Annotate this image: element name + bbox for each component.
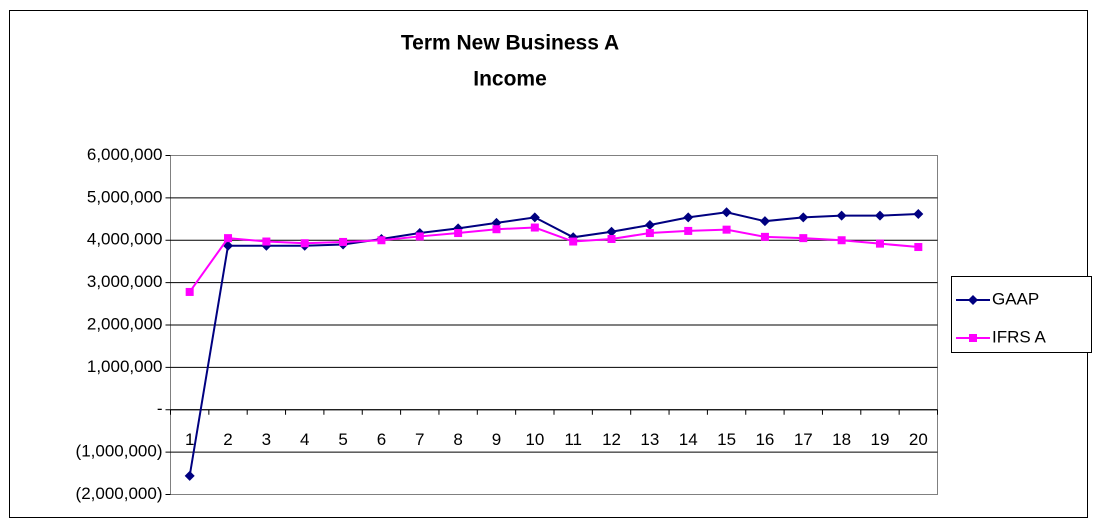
marker: [799, 234, 808, 243]
y-tick-label: 1,000,000: [87, 357, 163, 376]
x-tick-label: 2: [223, 430, 232, 449]
y-tick-label: 6,000,000: [87, 145, 163, 164]
marker: [224, 234, 233, 243]
marker: [377, 236, 386, 245]
x-tick-label: 14: [679, 430, 698, 449]
marker: [969, 334, 977, 342]
x-tick-label: 20: [909, 430, 928, 449]
x-tick-label: 5: [338, 430, 347, 449]
x-tick-label: 18: [832, 430, 851, 449]
marker: [913, 208, 924, 219]
legend-label: IFRS A: [992, 327, 1047, 346]
marker: [684, 226, 693, 235]
x-tick-label: 4: [300, 430, 309, 449]
marker: [492, 225, 501, 234]
x-tick-label: 9: [492, 430, 501, 449]
x-tick-label: 11: [564, 430, 582, 449]
x-tick-label: 13: [640, 430, 659, 449]
chart-title: Term New Business A: [401, 32, 619, 55]
x-tick-label: 16: [755, 430, 774, 449]
marker: [645, 229, 654, 238]
marker: [837, 236, 846, 245]
marker: [454, 229, 463, 238]
marker: [185, 287, 194, 296]
marker: [184, 470, 195, 481]
y-tick-label: -: [157, 399, 163, 418]
marker: [874, 210, 885, 221]
marker: [721, 207, 732, 218]
marker: [968, 295, 978, 305]
x-tick-label: 10: [525, 430, 544, 449]
marker: [415, 232, 424, 241]
marker: [300, 239, 309, 248]
marker: [759, 216, 770, 227]
marker: [607, 234, 616, 243]
y-tick-label: 5,000,000: [87, 187, 163, 206]
x-tick-label: 6: [377, 430, 386, 449]
series-line: [188, 211, 919, 477]
x-tick-label: 3: [262, 430, 271, 449]
marker: [875, 239, 884, 248]
marker: [914, 243, 923, 252]
legend-label: GAAP: [992, 289, 1039, 308]
marker: [644, 219, 655, 230]
x-tick-label: 7: [415, 430, 424, 449]
marker: [760, 232, 769, 241]
x-tick-label: 12: [602, 430, 621, 449]
x-tick-label: 8: [453, 430, 462, 449]
y-tick-label: (1,000,000): [76, 442, 163, 461]
y-tick-label: 2,000,000: [87, 314, 163, 333]
y-tick-label: 4,000,000: [87, 230, 163, 249]
y-tick-label: (2,000,000): [76, 484, 163, 503]
marker: [683, 212, 694, 223]
x-tick-label: 1: [185, 430, 194, 449]
marker: [606, 226, 617, 237]
x-tick-label: 17: [794, 430, 813, 449]
series-line: [188, 226, 919, 293]
marker: [722, 225, 731, 234]
marker: [530, 223, 539, 232]
chart-title: Income: [473, 68, 547, 91]
marker: [529, 212, 540, 223]
marker: [569, 237, 578, 246]
marker: [798, 212, 809, 223]
marker: [262, 237, 271, 246]
marker: [339, 237, 348, 246]
x-tick-label: 19: [871, 430, 890, 449]
y-tick-label: 3,000,000: [87, 272, 163, 291]
marker: [836, 210, 847, 221]
x-tick-label: 15: [717, 430, 736, 449]
